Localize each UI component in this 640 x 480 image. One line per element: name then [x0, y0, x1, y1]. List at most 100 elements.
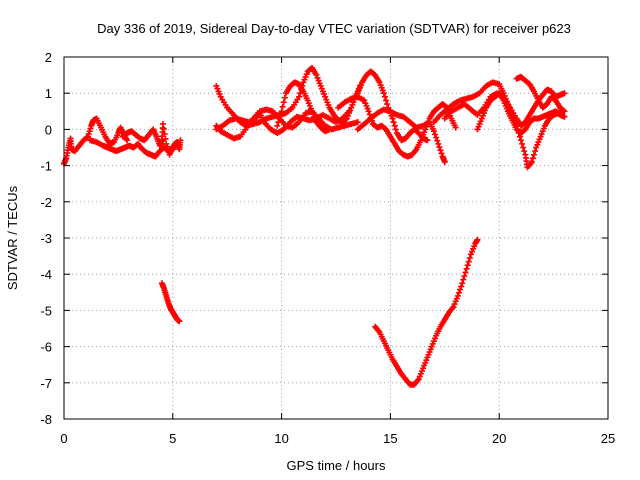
y-tick-label: -5: [40, 303, 52, 318]
series-late-arc-4: [513, 73, 568, 115]
data-point: [389, 115, 396, 122]
data-point: [162, 135, 169, 142]
y-axis-ticks: -8 -7 -6 -5 -4 -3 -2 -1 0 1 2: [40, 50, 608, 427]
data-point: [433, 134, 440, 141]
data-point: [278, 108, 285, 115]
data-point: [277, 111, 284, 118]
data-point: [83, 134, 90, 141]
y-tick-label: -6: [40, 340, 52, 355]
series-mid-arc-4: [274, 79, 333, 135]
data-point: [365, 108, 372, 115]
y-tick-label: -4: [40, 267, 52, 282]
data-point: [424, 137, 431, 144]
data-point: [436, 144, 443, 151]
data-point: [561, 113, 568, 120]
data-point: [466, 254, 473, 261]
x-axis-label: GPS time / hours: [287, 458, 386, 473]
data-point: [390, 119, 397, 126]
data-point: [280, 99, 287, 106]
y-tick-label: 0: [45, 122, 52, 137]
x-axis-ticks: 0 5 10 15 20 25: [60, 57, 615, 446]
data-point: [381, 93, 388, 100]
data-point: [275, 119, 282, 126]
y-tick-label: -8: [40, 412, 52, 427]
y-tick-label: 1: [45, 86, 52, 101]
x-tick-label: 5: [169, 431, 176, 446]
y-tick-label: -1: [40, 159, 52, 174]
data-point: [435, 140, 442, 147]
data-point: [529, 155, 536, 162]
data-point: [392, 126, 399, 133]
data-point: [517, 137, 524, 144]
data-point: [455, 289, 462, 296]
chart-title: Day 336 of 2019, Sidereal Day-to-day VTE…: [97, 21, 571, 36]
y-tick-label: -7: [40, 376, 52, 391]
x-tick-label: 25: [601, 431, 615, 446]
y-tick-label: 2: [45, 50, 52, 65]
data-point: [346, 108, 353, 115]
x-tick-label: 10: [274, 431, 288, 446]
data-point: [460, 276, 467, 283]
data-point: [430, 128, 437, 135]
data-point: [474, 236, 481, 243]
data-points: [61, 64, 568, 388]
data-point: [463, 265, 470, 272]
data-point: [161, 130, 168, 137]
y-tick-label: -3: [40, 231, 52, 246]
data-point: [465, 258, 472, 265]
data-point: [561, 90, 568, 97]
data-point: [461, 273, 468, 280]
y-axis-label: SDTVAR / TECUs: [5, 185, 20, 290]
data-point: [383, 97, 390, 104]
data-point: [281, 94, 288, 101]
data-point: [296, 93, 303, 100]
data-point: [177, 137, 184, 144]
data-point: [519, 140, 526, 147]
data-point: [160, 120, 167, 127]
data-point: [458, 283, 465, 290]
y-tick-label: -2: [40, 195, 52, 210]
data-point: [380, 90, 387, 97]
grid-lines: [64, 57, 608, 419]
data-point: [276, 115, 283, 122]
data-point: [462, 269, 469, 276]
data-point: [454, 292, 461, 299]
data-point: [532, 148, 539, 155]
data-point: [432, 131, 439, 138]
data-point: [520, 144, 527, 151]
data-point: [441, 158, 448, 165]
data-point: [274, 122, 281, 129]
series-late-arc-3: [474, 90, 568, 137]
series-descending-5h: [158, 280, 183, 325]
data-point: [160, 125, 167, 132]
data-point: [438, 150, 445, 157]
data-point: [354, 119, 361, 126]
data-point: [384, 101, 391, 108]
data-point: [528, 158, 535, 165]
data-point: [560, 107, 567, 114]
data-point: [561, 108, 568, 115]
series-mid-arc-5: [335, 93, 459, 160]
data-point: [391, 122, 398, 129]
data-point: [459, 280, 466, 287]
data-point: [452, 124, 459, 131]
data-point: [531, 151, 538, 158]
data-point: [279, 103, 286, 110]
series-valley-14-19: [372, 236, 481, 388]
series-mid-arc-7: [354, 106, 448, 165]
data-point: [434, 137, 441, 144]
data-point: [464, 262, 471, 269]
x-tick-label: 0: [60, 431, 67, 446]
x-tick-label: 15: [383, 431, 397, 446]
data-point: [521, 148, 528, 155]
series-mid-arc-6: [354, 68, 431, 144]
data-point: [326, 126, 333, 133]
data-point: [457, 286, 464, 293]
series-mid-arc-3: [213, 106, 361, 142]
data-point: [124, 137, 131, 144]
data-point: [437, 147, 444, 154]
series-early-cluster-c: [119, 120, 184, 158]
x-tick-label: 20: [492, 431, 506, 446]
data-point: [176, 318, 183, 325]
